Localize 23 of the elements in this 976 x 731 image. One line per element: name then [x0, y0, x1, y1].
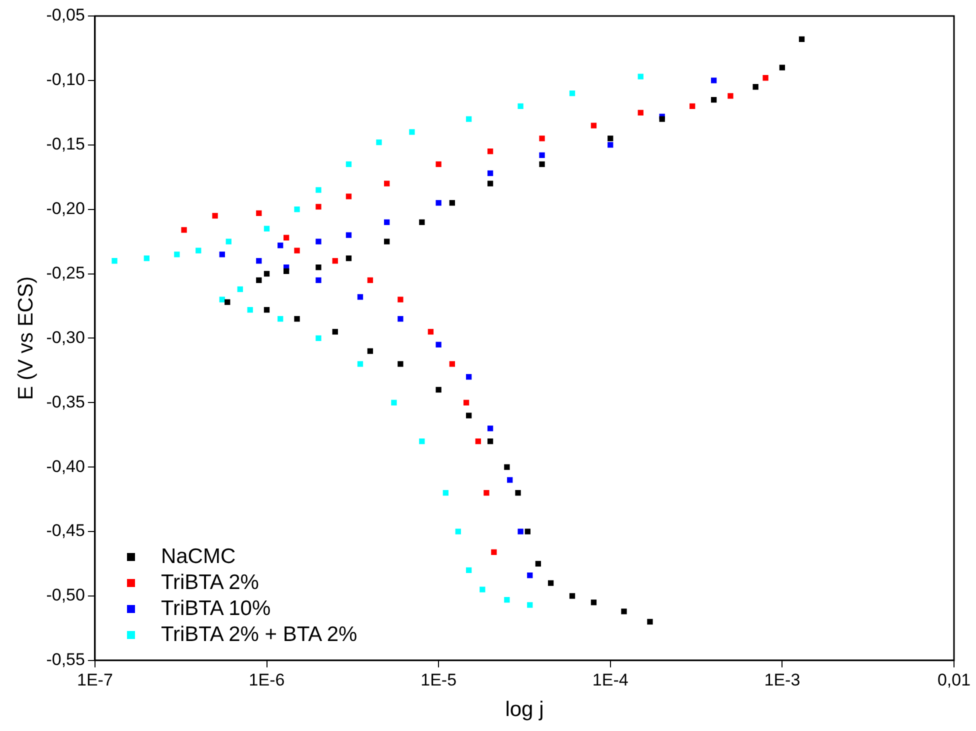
x-tick-label: 1E-3 [764, 670, 800, 690]
y-tick-label: -0,45 [46, 521, 85, 540]
x-tick-label: 0,01 [937, 670, 971, 690]
y-tick-label: -0,20 [46, 199, 85, 218]
x-tick-label: 1E-4 [592, 670, 628, 690]
x-tick-label: 1E-7 [76, 670, 113, 690]
x-tick-label: 1E-5 [420, 670, 457, 690]
legend-label: TriBTA 2% + BTA 2% [160, 623, 358, 648]
legend-label: TriBTA 2% [160, 571, 259, 596]
y-tick-label: -0,25 [46, 263, 85, 282]
y-tick-label: -0,10 [46, 70, 85, 90]
legend-label: NaCMC [160, 545, 236, 570]
y-axis-title: E (V vs ECS) [14, 276, 38, 400]
y-tick-label: -0,35 [46, 392, 85, 412]
x-tick-label: 1E-6 [248, 670, 285, 690]
y-tick-label: -0,15 [46, 134, 85, 154]
y-tick-label: -0,30 [46, 328, 85, 347]
x-axis-title: log j [505, 698, 544, 722]
y-tick-label: -0,50 [46, 586, 85, 605]
y-tick-label: -0,05 [46, 6, 85, 25]
y-tick-label: -0,40 [46, 456, 85, 476]
y-tick-label: -0,55 [46, 650, 85, 670]
legend-label: TriBTA 10% [160, 597, 271, 622]
